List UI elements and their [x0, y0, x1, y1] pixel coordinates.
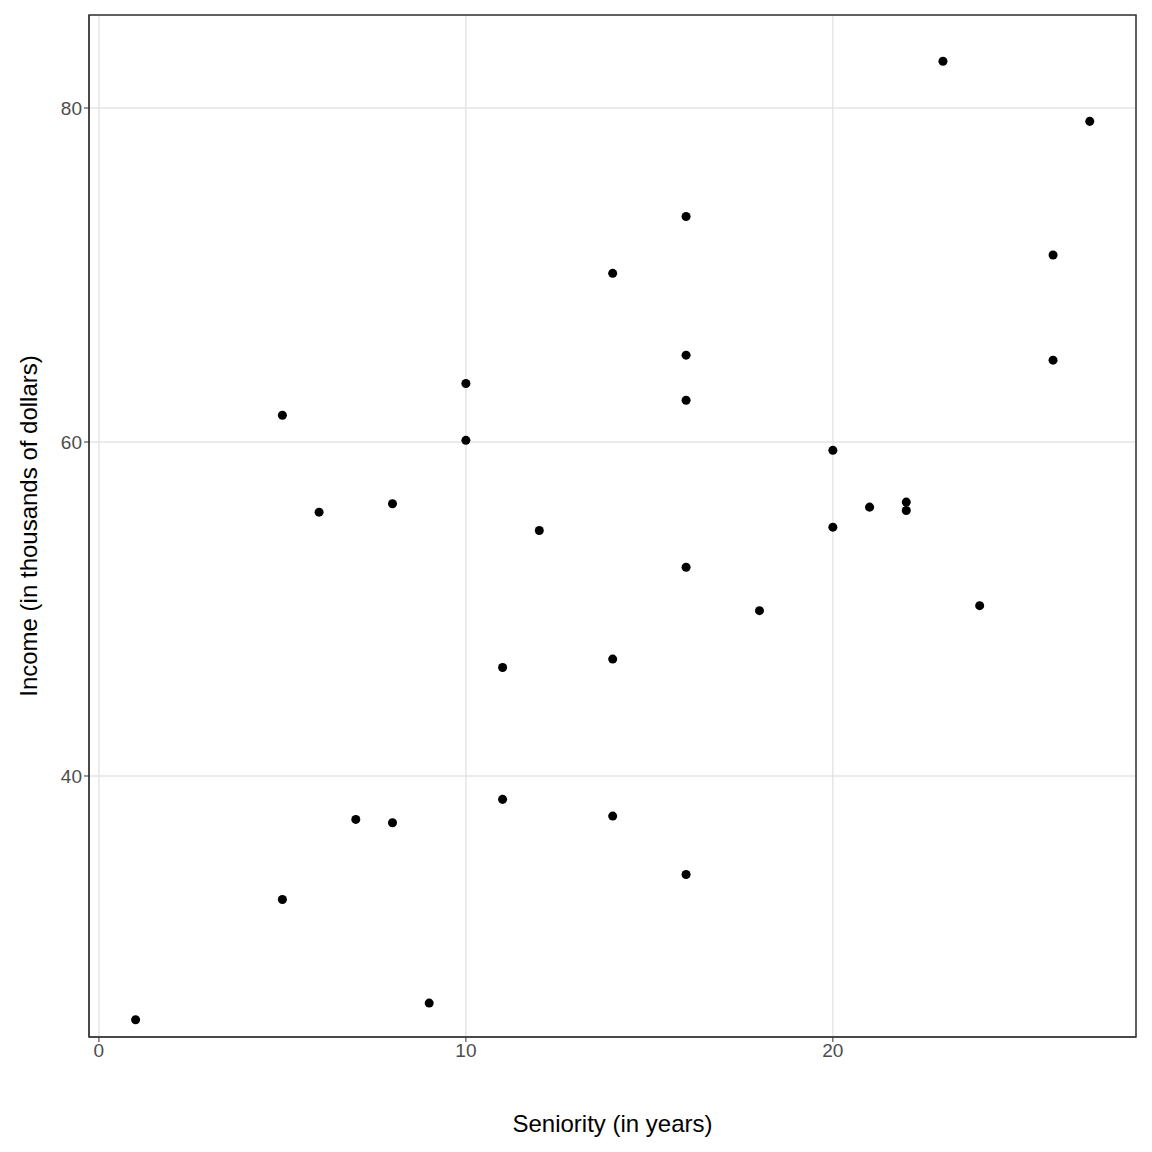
svg-text:Seniority (in years): Seniority (in years)	[512, 1110, 712, 1137]
svg-text:80: 80	[61, 98, 82, 119]
svg-text:20: 20	[822, 1040, 843, 1061]
svg-text:60: 60	[61, 432, 82, 453]
svg-text:0: 0	[94, 1040, 105, 1061]
svg-text:10: 10	[455, 1040, 476, 1061]
svg-text:Income (in thousands of dollar: Income (in thousands of dollars)	[15, 355, 42, 697]
svg-text:40: 40	[61, 766, 82, 787]
